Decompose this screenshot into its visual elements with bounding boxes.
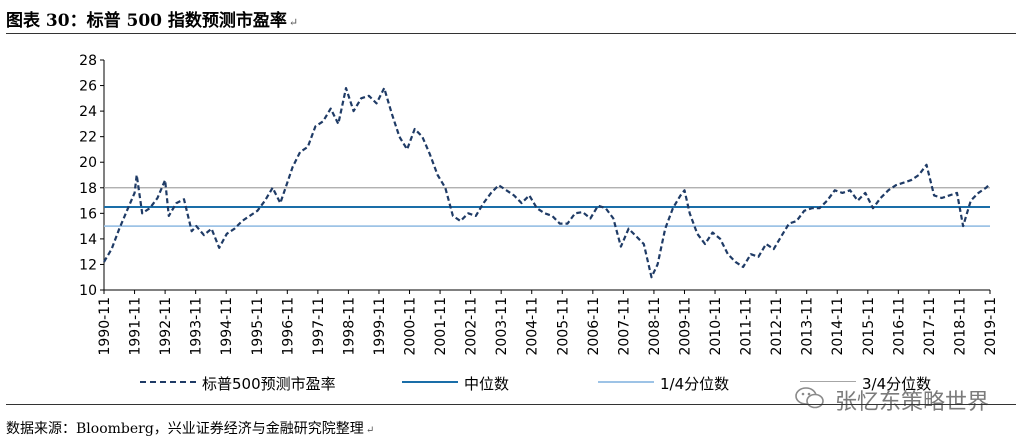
source-note-text: 数据来源：Bloomberg，兴业证券经济与金融研究院整理	[6, 421, 364, 437]
legend-label-median: 中位数	[464, 375, 510, 393]
paragraph-mark-icon-2: ↵	[365, 425, 375, 436]
x-tick-label: 2005-11	[555, 297, 571, 356]
y-tick-label: 20	[79, 155, 97, 171]
legend-divider	[6, 404, 1016, 405]
x-tick-label: 1994-11	[219, 297, 235, 356]
x-tick-label: 1992-11	[158, 297, 174, 356]
x-tick-label: 2011-11	[739, 297, 755, 356]
y-tick-label: 12	[79, 257, 97, 273]
x-tick-label: 2014-11	[830, 297, 846, 356]
x-tick-label: 2004-11	[525, 297, 541, 356]
figure-title-text: 图表 30：标普 500 指数预测市盈率	[6, 11, 287, 31]
x-tick-label: 2008-11	[647, 297, 663, 356]
x-tick-label: 1990-11	[97, 297, 113, 356]
x-tick-label: 2012-11	[769, 297, 785, 356]
x-tick-label: 2013-11	[800, 297, 816, 356]
x-tick-label: 1991-11	[128, 297, 144, 356]
y-axis: 10 12 14 16 18 20 22 24 26 28	[79, 53, 105, 299]
x-tick-label: 1997-11	[311, 297, 327, 356]
paragraph-mark-icon: ↵	[288, 16, 299, 29]
figure-title: 图表 30：标普 500 指数预测市盈率 ↵	[6, 6, 298, 31]
y-tick-label: 14	[79, 232, 97, 248]
watermark: 张忆东策略世界	[795, 384, 989, 416]
legend-swatch-q3	[800, 381, 856, 382]
legend-label-q1: 1/4分位数	[660, 375, 730, 393]
source-note: 数据来源：Bloomberg，兴业证券经济与金融研究院整理 ↵	[6, 418, 374, 438]
legend-swatch-pe	[140, 381, 196, 383]
x-tick-label: 1996-11	[280, 297, 296, 356]
reference-lines	[104, 187, 990, 228]
y-tick-label: 24	[79, 104, 97, 120]
x-tick-label: 2001-11	[433, 297, 449, 356]
x-tick-label: 2002-11	[464, 297, 480, 356]
x-tick-label: 2015-11	[861, 297, 877, 356]
x-tick-label: 1995-11	[250, 297, 266, 356]
x-tick-label: 2000-11	[403, 297, 419, 356]
legend-label-pe: 标普500预测市盈率	[202, 375, 336, 393]
x-tick-label: 2010-11	[708, 297, 724, 356]
x-tick-label: 2018-11	[952, 297, 968, 356]
x-tick-label: 2007-11	[616, 297, 632, 356]
watermark-text: 张忆东策略世界	[834, 390, 989, 415]
x-tick-label: 1999-11	[372, 297, 388, 356]
legend-swatch-median	[402, 381, 458, 383]
y-tick-label: 16	[79, 206, 97, 222]
legend-label-q3: 3/4分位数	[862, 375, 932, 393]
x-tick-label: 2016-11	[891, 297, 907, 356]
x-tick-label: 2003-11	[494, 297, 510, 356]
y-tick-label: 10	[79, 283, 97, 299]
y-tick-label: 26	[79, 79, 97, 95]
legend-swatch-q1	[598, 381, 654, 383]
pe-chart: 10 12 14 16 18 20 22 24 26 28 1990-11 1991-11 1992-…	[79, 53, 999, 356]
y-tick-label: 18	[79, 181, 97, 197]
title-divider	[6, 33, 1016, 34]
x-tick-label: 2006-11	[586, 297, 602, 356]
y-tick-label: 22	[79, 130, 97, 146]
x-tick-label: 2019-11	[983, 297, 999, 356]
x-tick-label: 1998-11	[341, 297, 357, 356]
legend: 标普500预测市盈率 中位数 1/4分位数 3/4分位数	[0, 364, 1023, 398]
x-axis: 1990-11 1991-11 1992-11 1993-11 1994-11 1995-…	[97, 289, 999, 356]
x-tick-label: 2017-11	[922, 297, 938, 356]
pe-series-line	[103, 87, 991, 279]
x-tick-label: 2009-11	[677, 297, 693, 356]
wechat-icon	[795, 387, 824, 409]
x-tick-label: 1993-11	[189, 297, 205, 356]
series-group	[103, 87, 991, 279]
y-tick-label: 28	[79, 53, 97, 69]
